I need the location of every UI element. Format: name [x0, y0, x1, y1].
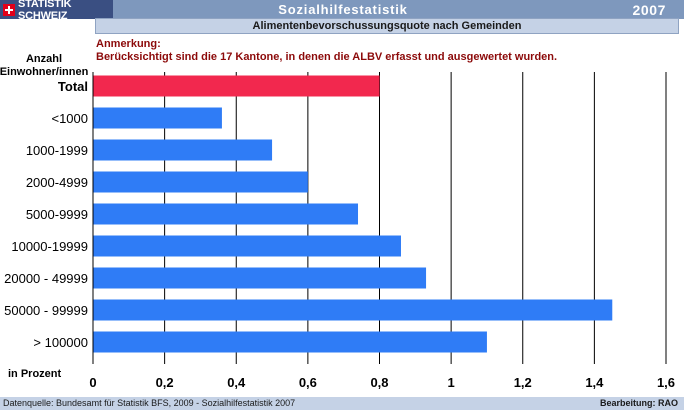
header-bar: STATISTIK SCHWEIZ Sozialhilfestatistik 2…: [0, 0, 684, 22]
category-label: 50000 - 99999: [4, 303, 88, 318]
category-label: 10000-19999: [11, 239, 88, 254]
category-label: Total: [58, 79, 88, 94]
category-label: 5000-9999: [26, 207, 88, 222]
swiss-flag-icon: [3, 3, 15, 16]
bar: [93, 267, 427, 289]
chart-title: Alimentenbevorschussungsquote nach Gemei…: [95, 18, 679, 34]
section-title: Sozialhilfestatistik: [278, 2, 408, 17]
tick-label: 1,2: [514, 375, 532, 390]
y-axis-title: Anzahl Einwohner/innen: [0, 53, 89, 78]
tick-label: 0,8: [370, 375, 388, 390]
bar: [93, 171, 308, 193]
annotation-label: Anmerkung:: [96, 38, 161, 50]
annotation: Anmerkung: Berücksichtigt sind die 17 Ka…: [96, 38, 557, 64]
bar: [93, 331, 487, 353]
bar: [93, 107, 222, 129]
x-axis-title: in Prozent: [8, 368, 62, 380]
category-label: <1000: [51, 111, 88, 126]
category-label: 2000-4999: [26, 175, 88, 190]
tick-label: 1,4: [585, 375, 604, 390]
bar: [93, 299, 613, 321]
footer-bar: Datenquelle: Bundesamt für Statistik BFS…: [0, 397, 684, 410]
data-source: Datenquelle: Bundesamt für Statistik BFS…: [3, 398, 296, 408]
category-label: > 100000: [33, 335, 88, 350]
tick-label: 0,4: [227, 375, 246, 390]
year-label: 2007: [632, 1, 666, 18]
bar: [93, 235, 401, 257]
tick-label: 1,6: [657, 375, 675, 390]
tick-label: 0: [89, 375, 96, 390]
tick-label: 1: [448, 375, 455, 390]
category-label: 20000 - 49999: [4, 271, 88, 286]
bar-chart: Total<10001000-19992000-49995000-9999100…: [0, 53, 675, 390]
bar-total: [93, 75, 380, 97]
tick-label: 0,6: [299, 375, 317, 390]
category-label: 1000-1999: [26, 143, 88, 158]
annotation-text: Berücksichtigt sind die 17 Kantone, in d…: [96, 51, 558, 63]
bar: [93, 139, 273, 161]
brand-name: STATISTIK SCHWEIZ: [18, 0, 72, 22]
bar: [93, 203, 359, 225]
brand-logo: STATISTIK SCHWEIZ: [0, 0, 113, 22]
editor-credit: Bearbeitung: RAO: [599, 398, 678, 408]
tick-label: 0,2: [156, 375, 174, 390]
